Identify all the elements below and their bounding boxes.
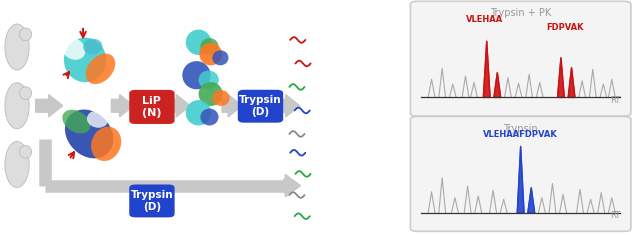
Ellipse shape [185,30,211,55]
FancyBboxPatch shape [238,90,283,123]
FancyArrow shape [222,94,242,117]
Ellipse shape [61,38,85,60]
Ellipse shape [5,83,29,129]
Polygon shape [494,73,501,97]
Polygon shape [558,58,565,97]
FancyArrow shape [170,94,191,117]
FancyArrow shape [35,94,63,117]
FancyBboxPatch shape [129,90,175,124]
Text: VLEHAAFDPVAK: VLEHAAFDPVAK [483,130,558,139]
Ellipse shape [199,70,219,89]
Ellipse shape [85,54,115,84]
Ellipse shape [199,82,223,106]
Text: FDPVAK: FDPVAK [546,24,584,32]
Ellipse shape [20,145,32,158]
Ellipse shape [200,38,218,55]
Ellipse shape [5,24,29,70]
Ellipse shape [62,110,91,133]
Ellipse shape [87,110,108,128]
Ellipse shape [91,127,121,161]
Polygon shape [484,41,490,97]
Ellipse shape [199,43,222,65]
Text: Trypsin
(D): Trypsin (D) [130,190,173,212]
Ellipse shape [5,141,29,188]
Text: Trypsin
(D): Trypsin (D) [239,95,282,117]
Text: LiP
(N): LiP (N) [142,96,161,118]
Ellipse shape [185,100,211,125]
FancyArrow shape [284,174,301,197]
Ellipse shape [20,28,32,41]
Text: VLEHAA: VLEHAA [466,15,503,24]
Ellipse shape [212,50,229,65]
FancyBboxPatch shape [129,184,175,217]
Ellipse shape [83,39,103,54]
Ellipse shape [64,38,106,82]
Text: RT: RT [610,96,620,105]
Ellipse shape [213,90,230,106]
FancyArrow shape [279,94,300,117]
Text: Trypsin: Trypsin [503,124,538,134]
FancyBboxPatch shape [410,1,631,116]
Text: RT: RT [610,211,620,220]
Ellipse shape [65,110,113,158]
Polygon shape [528,188,535,212]
Ellipse shape [182,61,211,89]
FancyArrow shape [111,94,134,117]
Ellipse shape [200,109,218,125]
Polygon shape [517,146,524,212]
Ellipse shape [20,87,32,99]
FancyBboxPatch shape [410,117,631,231]
Text: Trypsin + PK: Trypsin + PK [490,8,551,19]
Polygon shape [568,68,575,97]
